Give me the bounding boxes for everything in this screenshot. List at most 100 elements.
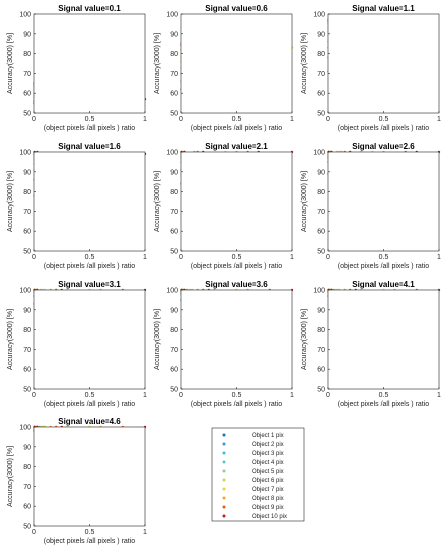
x-tick-label: 1 <box>437 254 441 261</box>
y-axis-label: Accuracy(3000) [%] <box>301 309 308 370</box>
y-tick-label: 80 <box>170 327 178 334</box>
y-tick-label: 100 <box>313 288 325 295</box>
y-tick-label: 50 <box>23 524 31 531</box>
legend-marker <box>222 514 226 518</box>
legend-marker <box>222 469 226 473</box>
panel-title: Signal value=3.1 <box>58 280 121 289</box>
panel-3: 0 0.5 1 50 60 70 80 90 100 Signal value=1.1 (objec… <box>301 4 441 132</box>
legend-marker <box>222 505 226 509</box>
y-tick-label: 60 <box>317 367 325 374</box>
legend-entry-label: Object 10 pix <box>252 514 287 520</box>
x-tick-label: 0 <box>326 254 330 261</box>
axes-box <box>33 426 146 527</box>
y-tick-label: 100 <box>19 12 31 19</box>
legend-entry-label: Object 6 pix <box>252 478 284 484</box>
panel-title: Signal value=0.6 <box>205 4 268 13</box>
x-tick-label: 0.5 <box>232 254 242 261</box>
y-tick-label: 70 <box>23 209 31 216</box>
y-tick-label: 90 <box>170 307 178 314</box>
panel-10: 0 0.5 1 50 60 70 80 90 100 Signal value=4.6 (objec… <box>7 417 147 545</box>
x-tick-label: 1 <box>290 254 294 261</box>
panel-2: 0 0.5 1 50 60 70 80 90 100 Signal value=0.6 (objec… <box>154 4 294 132</box>
panel-1: 0 0.5 1 50 60 70 80 90 100 Signal value=0.1 (objec… <box>7 4 147 132</box>
x-axis-label: (object pixels /all pixels ) ratio <box>44 263 136 270</box>
y-tick-label: 50 <box>170 249 178 256</box>
x-axis-label: (object pixels /all pixels ) ratio <box>44 538 136 545</box>
axes-box <box>327 289 440 390</box>
x-tick-label: 0 <box>326 116 330 123</box>
legend-entry-label: Object 5 pix <box>252 469 284 475</box>
y-axis-label: Accuracy(3000) [%] <box>7 446 14 507</box>
y-tick-label: 70 <box>23 484 31 491</box>
panel-5: 0 0.5 1 50 60 70 80 90 100 Signal value=2.1 (objec… <box>154 142 294 270</box>
y-tick-label: 100 <box>19 150 31 157</box>
panel-title: Signal value=2.6 <box>352 142 415 151</box>
x-tick-label: 1 <box>143 116 147 123</box>
y-tick-label: 100 <box>19 425 31 432</box>
y-tick-label: 70 <box>23 347 31 354</box>
y-tick-label: 60 <box>170 229 178 236</box>
legend-marker <box>222 433 226 437</box>
y-tick-label: 70 <box>23 71 31 78</box>
y-tick-label: 80 <box>23 51 31 58</box>
axes-box <box>33 151 146 252</box>
y-tick-label: 80 <box>170 189 178 196</box>
panel-8: 0 0.5 1 50 60 70 80 90 100 Signal value=3.6 (objec… <box>154 280 294 408</box>
y-tick-label: 60 <box>170 91 178 98</box>
x-tick-label: 0.5 <box>85 254 95 261</box>
x-axis-label: (object pixels /all pixels ) ratio <box>338 263 430 270</box>
axes-box <box>327 13 440 114</box>
y-tick-label: 50 <box>317 387 325 394</box>
y-tick-label: 50 <box>317 249 325 256</box>
y-tick-label: 70 <box>317 347 325 354</box>
x-tick-label: 1 <box>143 529 147 536</box>
y-tick-label: 50 <box>317 111 325 118</box>
y-tick-label: 90 <box>23 307 31 314</box>
x-tick-label: 1 <box>290 392 294 399</box>
legend-box <box>211 427 305 522</box>
y-tick-label: 80 <box>170 51 178 58</box>
y-axis-label: Accuracy(3000) [%] <box>301 33 308 94</box>
y-tick-label: 60 <box>170 367 178 374</box>
x-axis-label: (object pixels /all pixels ) ratio <box>338 125 430 132</box>
x-tick-label: 0 <box>32 529 36 536</box>
panel-title: Signal value=3.6 <box>205 280 268 289</box>
legend-entry-label: Object 7 pix <box>252 487 284 493</box>
y-tick-label: 80 <box>317 327 325 334</box>
x-axis-label: (object pixels /all pixels ) ratio <box>44 401 136 408</box>
y-tick-label: 70 <box>170 209 178 216</box>
y-axis-label: Accuracy(3000) [%] <box>7 171 14 232</box>
x-tick-label: 0 <box>179 254 183 261</box>
x-tick-label: 1 <box>437 116 441 123</box>
y-tick-label: 70 <box>170 71 178 78</box>
x-tick-label: 1 <box>290 116 294 123</box>
x-tick-label: 1 <box>143 254 147 261</box>
y-tick-label: 90 <box>317 307 325 314</box>
panel-title: Signal value=0.1 <box>58 4 121 13</box>
legend-entry-label: Object 8 pix <box>252 496 284 502</box>
y-tick-label: 50 <box>23 249 31 256</box>
y-axis-label: Accuracy(3000) [%] <box>154 33 161 94</box>
y-axis-label: Accuracy(3000) [%] <box>301 171 308 232</box>
x-tick-label: 0 <box>326 392 330 399</box>
x-tick-label: 1 <box>437 392 441 399</box>
panel-title: Signal value=2.1 <box>205 142 268 151</box>
panel-title: Signal value=1.1 <box>352 4 415 13</box>
y-tick-label: 50 <box>23 111 31 118</box>
y-tick-label: 100 <box>166 288 178 295</box>
y-tick-label: 80 <box>317 51 325 58</box>
x-tick-label: 0.5 <box>379 254 389 261</box>
legend-marker <box>222 487 226 491</box>
y-tick-label: 90 <box>317 169 325 176</box>
y-tick-label: 80 <box>23 189 31 196</box>
x-axis-label: (object pixels /all pixels ) ratio <box>191 401 283 408</box>
legend-entry-label: Object 3 pix <box>252 451 284 457</box>
y-axis-label: Accuracy(3000) [%] <box>7 33 14 94</box>
y-tick-label: 100 <box>166 12 178 19</box>
axes-box <box>180 289 293 390</box>
axes-box <box>33 289 146 390</box>
axes-box <box>180 13 293 114</box>
panel-title: Signal value=1.6 <box>58 142 121 151</box>
y-tick-label: 80 <box>317 189 325 196</box>
